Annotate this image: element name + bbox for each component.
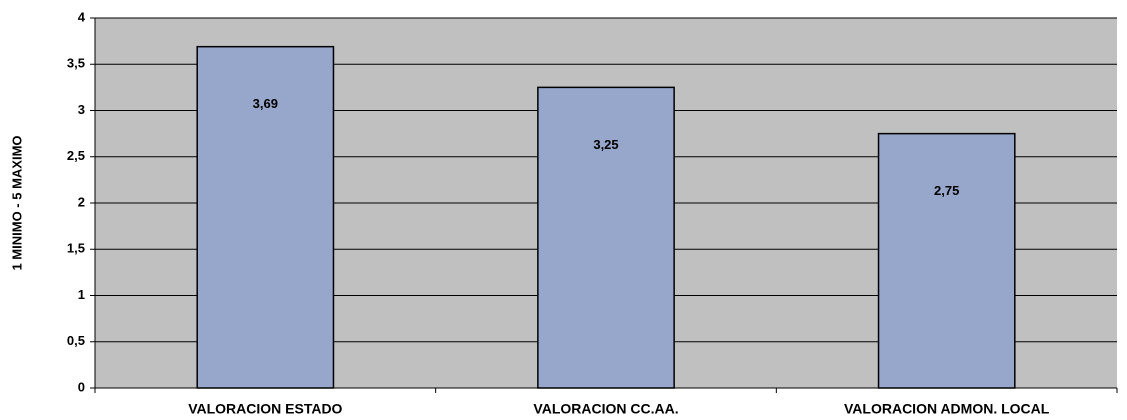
data-label: 3,25: [593, 137, 618, 152]
data-label: 3,69: [253, 96, 278, 111]
y-tick-label: 2,5: [67, 148, 85, 163]
y-axis-label: 1 MINIMO - 5 MAXIMO: [9, 135, 24, 270]
bar: [877, 132, 1016, 389]
y-tick-label: 3: [78, 102, 85, 117]
y-tick-label: 2: [78, 194, 85, 209]
y-tick-label: 0: [78, 379, 85, 394]
x-tick-label: VALORACION ADMON. LOCAL: [844, 401, 1050, 417]
data-label: 2,75: [934, 183, 959, 198]
bar: [537, 86, 675, 389]
y-tick-label: 3,5: [67, 56, 85, 71]
x-tick-label: VALORACION CC.AA.: [533, 401, 678, 417]
y-tick-label: 0,5: [67, 333, 85, 348]
x-tick-label: VALORACION ESTADO: [188, 401, 342, 417]
y-tick-label: 4: [78, 9, 86, 24]
y-tick-label: 1: [78, 287, 85, 302]
y-tick-label: 1,5: [67, 241, 85, 256]
